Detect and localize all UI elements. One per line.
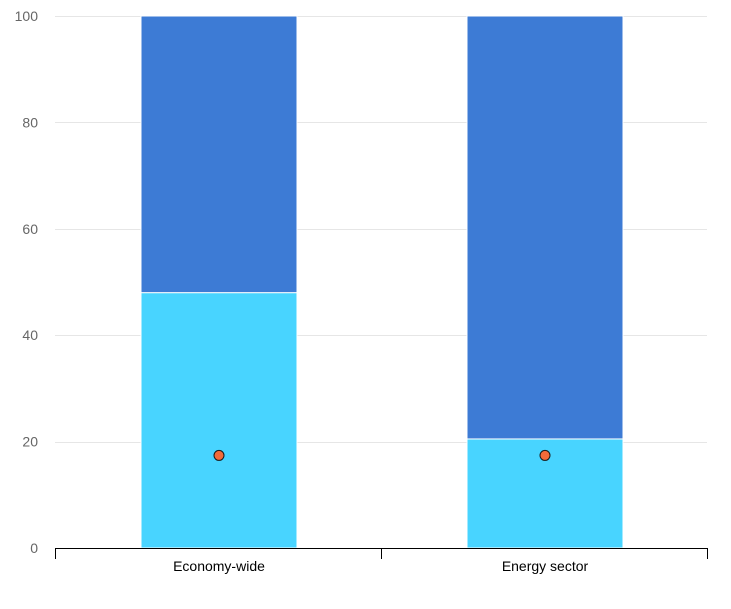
bar-1-series-1 [466, 15, 624, 440]
markers [213, 449, 551, 461]
x-axis [55, 548, 708, 559]
bar-0-series-1 [140, 15, 298, 294]
y-tick-label-100: 100 [15, 8, 39, 24]
y-tick-label-20: 20 [22, 434, 38, 450]
x-axis-tick-labels: Economy-wide Energy sector [173, 558, 588, 574]
x-category-label-0: Economy-wide [173, 558, 265, 574]
marker-point-0 [213, 449, 225, 461]
y-tick-label-80: 80 [22, 114, 38, 130]
y-tick-label-40: 40 [22, 327, 38, 343]
y-tick-label-0: 0 [30, 540, 38, 556]
bars [140, 15, 624, 549]
y-tick-label-60: 60 [22, 221, 38, 237]
bar-0-series-0 [140, 292, 298, 549]
y-axis-tick-labels: 0 20 40 60 80 100 [15, 8, 39, 556]
x-category-label-1: Energy sector [502, 558, 589, 574]
marker-point-1 [539, 449, 551, 461]
